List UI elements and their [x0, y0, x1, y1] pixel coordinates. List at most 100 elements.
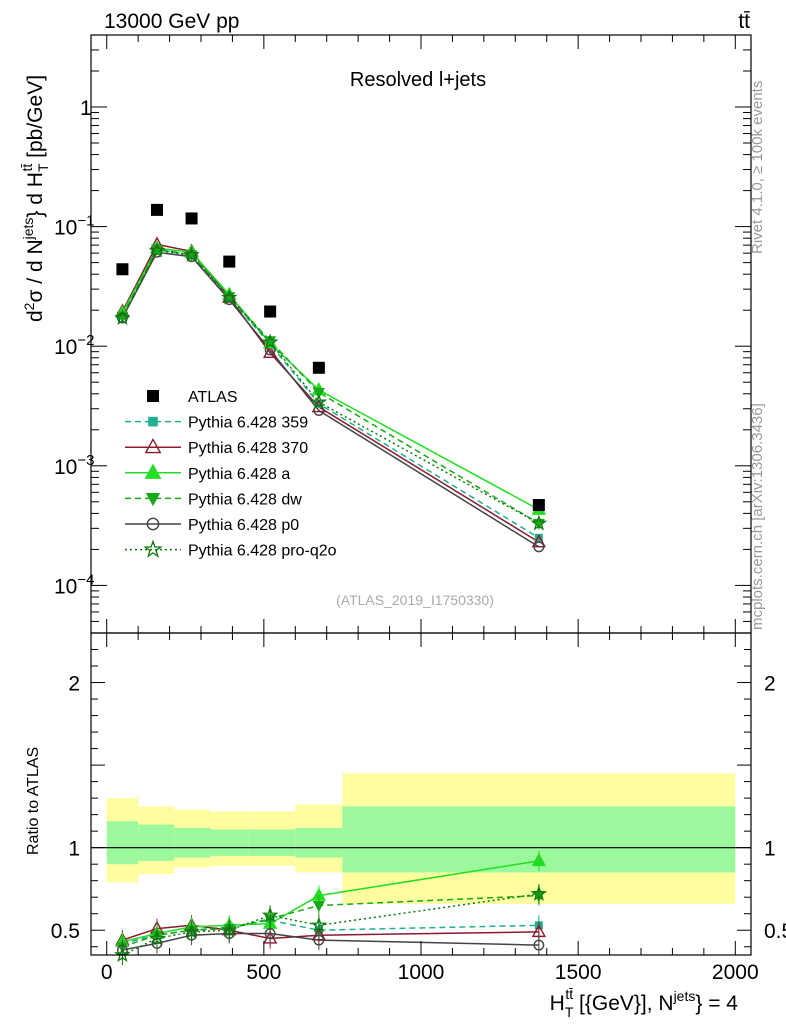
ratio-tick-label-left: 0.5: [51, 920, 80, 943]
ratio-bands: [106, 773, 736, 904]
mc-lines: [121, 243, 540, 548]
legend-marker-5: [143, 539, 163, 558]
legend-marker-0: [148, 416, 158, 427]
y-tick-label: 10−2: [54, 332, 94, 359]
y-tick-label-exp: −3: [77, 452, 94, 469]
ratio-tick-label-right: 1: [764, 838, 776, 861]
y-tick-label: 1: [80, 97, 92, 120]
series-5-point: [261, 333, 279, 350]
atlas-point: [185, 212, 198, 225]
ratio-panel: 2 2 1 1 0.5 0.5 0 500 1000 1500 2000: [51, 632, 786, 984]
legend-label-1: Pythia 6.428 370: [188, 440, 308, 457]
ratio-axis-ticks: 2 2 1 1 0.5 0.5 0 500 1000 1500 2000: [51, 632, 786, 984]
legend-atlas-label: ATLAS: [188, 389, 238, 406]
atlas-point: [116, 263, 129, 276]
atlas-points: [116, 203, 545, 512]
y-tick-label: 10−3: [54, 452, 94, 479]
series-3-point: [312, 388, 325, 400]
series-4-point: [151, 246, 163, 258]
y-tick-label-exp: −1: [77, 213, 94, 230]
series-line-1: [121, 243, 540, 543]
y-tick-label-base: 10: [54, 336, 77, 359]
final-state-label: tt̄: [738, 10, 750, 33]
ratio-band-inner: [295, 827, 343, 858]
ratio-tick-label-right: 0.5: [764, 920, 786, 943]
y-tick-label-base: 10: [54, 456, 77, 479]
series-3-point: [151, 244, 163, 256]
atlas-point: [223, 255, 236, 268]
x-tick-label: 2000: [712, 961, 759, 984]
legend-marker-2: [144, 463, 162, 479]
legend-label-0: Pythia 6.428 359: [188, 415, 308, 432]
atlas-point: [264, 305, 277, 318]
mc-markers: [114, 236, 548, 553]
y-tick-label-exp: −2: [77, 332, 94, 349]
legend: ATLAS Pythia 6.428 359 Pythia 6.428 370 Pyt…: [125, 389, 337, 560]
ratio-tick-label-left: 2: [68, 673, 80, 696]
ratio-band-inner: [248, 829, 296, 856]
ratio-series-2-point: [531, 852, 547, 867]
legend-label-4: Pythia 6.428 p0: [188, 517, 299, 534]
legend-label-3: Pythia 6.428 dw: [188, 491, 302, 508]
x-tick-label: 0: [101, 961, 113, 984]
x-tick-label: 1500: [555, 961, 602, 984]
series-5-point: [114, 309, 131, 326]
main-axis-ticks: 110−110−210−310−4: [54, 34, 751, 634]
y-tick-label-base: 1: [80, 97, 92, 120]
ratio-band-inner: [174, 827, 211, 858]
series-line-2: [121, 247, 540, 511]
ratio-y-axis-label: Ratio to ATLAS: [25, 747, 42, 855]
rivet-info: Rivet 4.1.0, ≥ 100k events: [749, 81, 766, 254]
ratio-series-4-point: [264, 928, 276, 939]
series-line-0: [121, 248, 540, 539]
series-5-point: [530, 514, 548, 531]
legend-label-2: Pythia 6.428 a: [188, 466, 290, 483]
y-tick-label: 10−4: [54, 571, 94, 598]
ratio-series-5-point: [114, 946, 131, 963]
y-tick-label-exp: −4: [77, 571, 94, 588]
y-tick-label-base: 10: [54, 217, 77, 240]
series-0-point: [534, 533, 543, 542]
series-0-point: [314, 399, 323, 408]
ratio-series-5-point: [530, 885, 548, 901]
ratio-series-5-point: [261, 906, 279, 923]
atlas-point: [312, 361, 325, 374]
ratio-series-3-point: [312, 900, 325, 912]
legend-marker-1: [144, 437, 162, 454]
ratio-tick-label-right: 2: [764, 673, 776, 696]
process-label: 13000 GeV pp: [104, 10, 239, 33]
x-tick-label: 500: [246, 961, 281, 984]
series-5-point: [183, 246, 200, 262]
series-1-point: [262, 344, 278, 359]
ratio-line-4: [122, 932, 539, 951]
series-5-point: [221, 288, 238, 305]
ratio-series-4-point: [313, 934, 325, 946]
series-4-point: [223, 294, 235, 306]
series-5-point: [310, 393, 328, 410]
ratio-series-5-point: [310, 916, 328, 933]
series-5-point: [148, 241, 166, 258]
y-tick-label-base: 10: [54, 575, 77, 598]
y-tick-label: 10−1: [54, 213, 94, 240]
series-4-point: [533, 541, 545, 553]
ratio-series-4-point: [533, 939, 545, 951]
legend-label-5: Pythia 6.428 pro-q2o: [188, 543, 337, 560]
plot-title: Resolved l+jets: [350, 69, 486, 91]
analysis-watermark: (ATLAS_2019_I1750330): [336, 592, 494, 608]
y-axis-label: d2σ / d Njets} d HTtt̄ [pb/GeV]: [19, 75, 51, 322]
series-3-point: [264, 336, 277, 348]
atlas-point: [151, 203, 163, 216]
legend-atlas-marker: [147, 390, 159, 402]
main-panel: 110−110−210−310−4 Resolved l+jets (ATLAS…: [54, 34, 752, 634]
ratio-tick-label-left: 1: [68, 838, 80, 861]
x-axis-label: HTtt̄ [{GeV}], Njets} = 4: [550, 986, 739, 1020]
ratio-series-5-point: [221, 921, 238, 938]
ratio-band-inner: [138, 824, 175, 861]
series-line-5: [121, 249, 540, 525]
ratio-markers: [114, 850, 548, 965]
mcplots-info: mcplots.cern.ch [arXiv:1306.3436]: [749, 403, 766, 630]
ratio-band-inner: [210, 829, 249, 856]
series-4-point: [186, 251, 198, 263]
ratio-series-5-point: [148, 929, 166, 946]
